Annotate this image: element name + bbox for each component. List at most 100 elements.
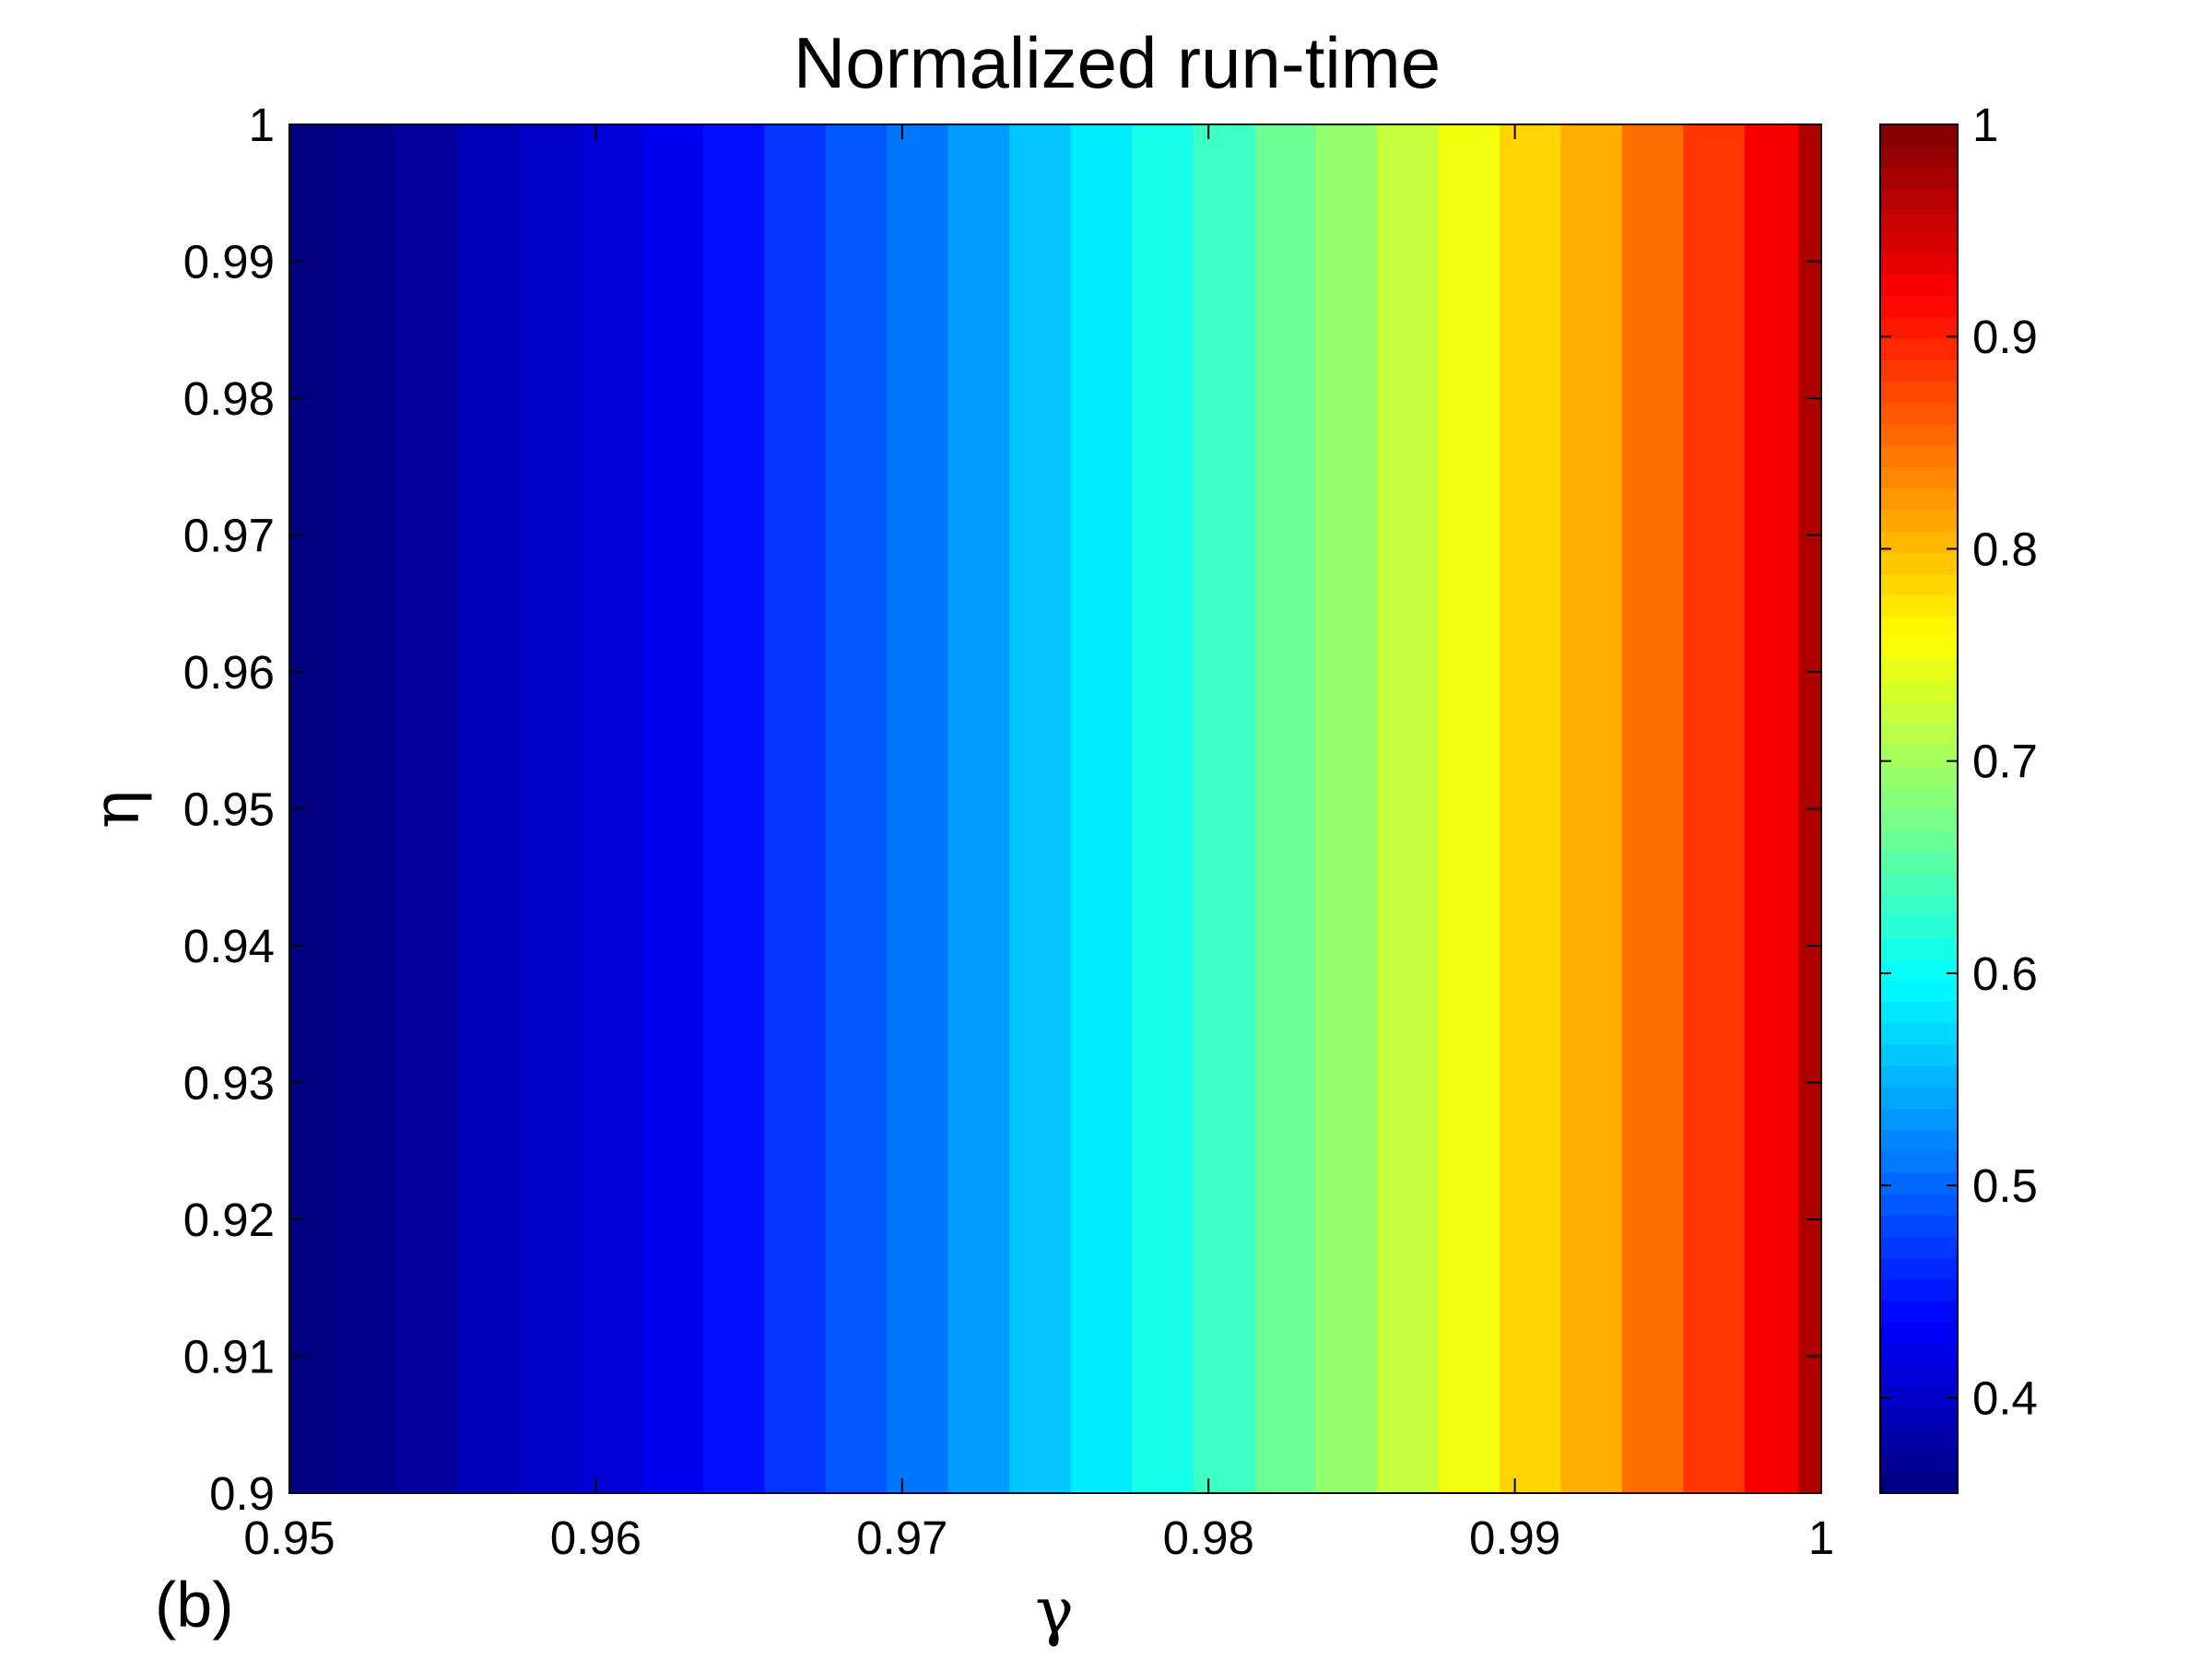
colorbar-swatch	[1880, 787, 1958, 810]
y-axis-ticks: 0.9 0.91 0.92 0.93 0.94 0.95 0.96 0.97 0.98 0.99 1	[183, 99, 1821, 1520]
colorbar-swatch	[1880, 188, 1958, 211]
x-axis-label: γ	[1035, 1573, 1074, 1649]
heatmap-cell	[702, 124, 765, 1493]
colorbar-swatch	[1880, 766, 1958, 788]
heatmap-cell	[1499, 124, 1562, 1493]
colorbar-swatch	[1880, 915, 1958, 938]
colorbar-swatch	[1880, 637, 1958, 660]
y-tick-label: 1	[249, 99, 275, 151]
colorbar-swatch	[1880, 1215, 1958, 1238]
colorbar-swatch	[1880, 402, 1958, 425]
colorbar-swatch	[1880, 1087, 1958, 1109]
colorbar-swatch	[1880, 1471, 1958, 1494]
y-tick-label: 0.98	[183, 372, 275, 425]
heatmap-cell	[1132, 124, 1194, 1493]
y-tick-label: 0.94	[183, 920, 275, 972]
colorbar-tick-label: 0.5	[1972, 1159, 2038, 1212]
colorbar-swatch	[1880, 338, 1958, 360]
colorbar-swatch	[1880, 980, 1958, 1002]
colorbar-swatch	[1880, 958, 1958, 981]
x-tick-label: 0.99	[1469, 1512, 1560, 1564]
panel-label: (b)	[155, 1569, 234, 1641]
y-tick-label: 0.9	[209, 1467, 275, 1520]
colorbar-swatch	[1880, 209, 1958, 232]
x-tick-label: 1	[1808, 1512, 1834, 1564]
heatmap-cell	[396, 124, 459, 1493]
colorbar-swatch	[1880, 1129, 1958, 1152]
colorbar-swatch	[1880, 124, 1958, 147]
heatmap-cell	[1744, 124, 1799, 1493]
colorbar-swatch	[1880, 1429, 1958, 1452]
colorbar-swatch	[1880, 573, 1958, 596]
y-tick-label: 0.92	[183, 1194, 275, 1246]
colorbar-swatch	[1880, 423, 1958, 446]
heatmap-cell	[580, 124, 642, 1493]
colorbar-swatch	[1880, 1043, 1958, 1066]
colorbar-swatch	[1880, 509, 1958, 532]
heatmap-cell	[947, 124, 1010, 1493]
heatmap-cell	[457, 124, 520, 1493]
heatmap-cell	[1683, 124, 1746, 1493]
colorbar-swatch	[1880, 1300, 1958, 1323]
colorbar-tick-label: 0.7	[1972, 735, 2038, 788]
heatmap-cell	[1009, 124, 1072, 1493]
colorbar-swatch	[1880, 1407, 1958, 1430]
colorbar-swatch	[1880, 316, 1958, 339]
colorbar-swatch	[1880, 359, 1958, 382]
colorbar-swatch	[1880, 1236, 1958, 1259]
colorbar-swatch	[1880, 1322, 1958, 1345]
x-tick-label: 0.97	[856, 1512, 947, 1564]
heatmap-cell	[1560, 124, 1623, 1493]
colorbar-swatch	[1880, 894, 1958, 917]
y-axis-label: η	[78, 790, 154, 829]
colorbar-tick-label: 0.4	[1972, 1371, 2038, 1424]
y-tick-label: 0.95	[183, 783, 275, 836]
colorbar-swatch	[1880, 167, 1958, 190]
x-tick-label: 0.95	[243, 1512, 335, 1564]
colorbar-swatch	[1880, 1194, 1958, 1216]
heatmap-cell	[764, 124, 827, 1493]
colorbar-swatch	[1880, 701, 1958, 724]
colorbar-swatch	[1880, 830, 1958, 853]
colorbar-swatch	[1880, 851, 1958, 874]
colorbar-tick-label: 0.6	[1972, 947, 2038, 1000]
colorbar-swatch	[1880, 808, 1958, 831]
colorbar-swatch	[1880, 1257, 1958, 1280]
colorbar-swatch	[1880, 295, 1958, 318]
heatmap-cell	[825, 124, 888, 1493]
heatmap-cell	[641, 124, 704, 1493]
x-tick-label: 0.98	[1163, 1512, 1254, 1564]
colorbar-swatch	[1880, 466, 1958, 489]
colorbar-ticks: 0.4 0.5 0.6 0.7 0.8 0.9 1	[1880, 99, 2038, 1424]
colorbar-swatch	[1880, 659, 1958, 681]
colorbar-tick-label: 0.8	[1972, 523, 2038, 575]
colorbar-swatch	[1880, 146, 1958, 168]
heatmap-cell	[519, 124, 582, 1493]
colorbar-swatch	[1880, 1171, 1958, 1194]
x-tick-label: 0.96	[550, 1512, 641, 1564]
heatmap-cell	[1377, 124, 1440, 1493]
heatmap-cell	[887, 124, 949, 1493]
heatmap-cell	[1315, 124, 1378, 1493]
heatmap-cell	[1070, 124, 1133, 1493]
heatmap-cell	[335, 124, 397, 1493]
y-tick-label: 0.99	[183, 236, 275, 288]
colorbar-swatch	[1880, 274, 1958, 297]
colorbar-swatch	[1880, 744, 1958, 767]
y-tick-label: 0.97	[183, 510, 275, 562]
colorbar-swatch	[1880, 488, 1958, 511]
colorbar-swatch	[1880, 680, 1958, 703]
chart-title: Normalized run-time	[794, 22, 1441, 103]
colorbar-swatch	[1880, 1022, 1958, 1045]
colorbar-swatch	[1880, 1150, 1958, 1173]
x-axis-ticks: 0.95 0.96 0.97 0.98 0.99 1	[243, 124, 1834, 1564]
colorbar-tick-label: 0.9	[1972, 311, 2038, 363]
colorbar-swatch	[1880, 1385, 1958, 1408]
heatmap-cell	[1193, 124, 1255, 1493]
colorbar-swatch	[1880, 723, 1958, 746]
colorbar-frame	[1879, 124, 1959, 1494]
colorbar-swatch	[1880, 1278, 1958, 1301]
colorbar-tick-label: 1	[1972, 99, 1998, 151]
colorbar-swatch	[1880, 873, 1958, 895]
